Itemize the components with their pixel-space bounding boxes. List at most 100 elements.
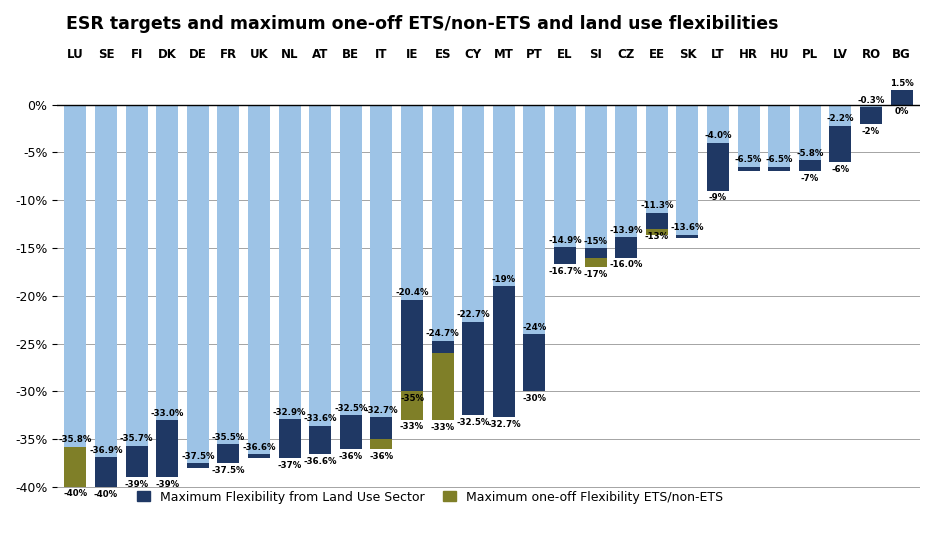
Text: -35%: -35% [400,394,424,403]
Bar [309,105,331,426]
Text: -40%: -40% [94,490,118,499]
Text: -32.5%: -32.5% [456,418,490,427]
Text: -2%: -2% [862,126,880,136]
Bar [676,105,698,234]
Bar [370,439,393,449]
Bar [370,105,393,417]
Text: -5.8%: -5.8% [797,149,824,158]
Text: -6.5%: -6.5% [735,155,762,164]
Text: -33%: -33% [400,422,424,432]
Text: -17%: -17% [583,270,608,279]
Bar [493,105,515,286]
Bar [769,105,790,167]
Text: -6%: -6% [831,165,850,174]
Bar [524,105,545,334]
Text: ESR targets and maximum one-off ETS/non-ETS and land use flexibilities: ESR targets and maximum one-off ETS/non-… [65,15,778,33]
Text: -32.5%: -32.5% [334,404,367,413]
Bar [218,444,239,463]
Bar [248,105,270,455]
Bar [462,322,484,415]
Text: -32.9%: -32.9% [273,408,307,417]
Text: -9%: -9% [709,193,727,202]
Text: -24.7%: -24.7% [425,329,459,338]
Bar [646,213,668,229]
Bar [248,455,270,458]
Bar [615,105,638,238]
Bar [279,419,301,458]
Text: -16.0%: -16.0% [610,261,643,269]
Bar [554,247,576,264]
Text: -22.7%: -22.7% [456,310,490,319]
Text: -35.7%: -35.7% [120,434,153,444]
Bar [891,90,913,105]
Bar [554,105,576,247]
Text: -36.6%: -36.6% [304,457,337,467]
Bar [218,105,239,444]
Text: -19%: -19% [492,275,516,284]
Text: -13.6%: -13.6% [670,223,704,232]
Text: -0.3%: -0.3% [857,96,885,105]
Text: -4.0%: -4.0% [704,131,732,141]
Bar [95,457,117,487]
Bar [493,286,515,417]
Text: -13.9%: -13.9% [610,226,643,235]
Bar [187,463,209,468]
Bar [829,125,852,162]
Bar [432,353,453,420]
Text: -37.5%: -37.5% [211,466,245,475]
Bar [309,426,331,455]
Text: -39%: -39% [155,480,180,489]
Bar [738,167,759,172]
Bar [125,105,148,446]
Bar [860,105,882,107]
Bar [339,105,362,415]
Bar [584,248,607,267]
Text: -37.5%: -37.5% [181,452,215,461]
Text: -13%: -13% [645,232,669,241]
Bar [615,238,638,257]
Bar [891,90,913,105]
Bar [401,105,423,300]
Bar [95,105,117,457]
Bar [584,257,607,267]
Text: -36.9%: -36.9% [90,446,122,455]
Bar [860,107,882,124]
Bar [401,300,423,391]
Bar [156,420,179,477]
Bar [738,105,759,167]
Bar [798,105,821,160]
Text: -36%: -36% [338,452,363,461]
Bar [524,334,545,391]
Text: -6.5%: -6.5% [766,155,793,164]
Text: -16.7%: -16.7% [548,267,582,276]
Bar [432,105,453,341]
Bar [769,167,790,172]
Bar [462,105,484,322]
Bar [798,160,821,172]
Bar [646,229,668,234]
Text: -11.3%: -11.3% [640,201,673,210]
Text: -37%: -37% [278,461,302,470]
Text: -24%: -24% [523,323,547,331]
Text: -40%: -40% [64,489,88,498]
Text: 0%: 0% [895,107,909,117]
Bar [65,105,86,447]
Text: -7%: -7% [800,174,819,183]
Text: -32.7%: -32.7% [365,406,398,415]
Bar [707,143,729,191]
Text: -30%: -30% [523,394,546,403]
Text: -20.4%: -20.4% [396,288,429,297]
Bar [829,105,852,125]
Text: -36%: -36% [369,452,394,461]
Bar [370,417,393,449]
Bar [279,105,301,419]
Text: 1.5%: 1.5% [890,79,913,88]
Legend: Maximum Flexibility from Land Use Sector, Maximum one-off Flexibility ETS/non-ET: Maximum Flexibility from Land Use Sector… [133,486,727,508]
Text: -2.2%: -2.2% [827,114,855,123]
Text: -15%: -15% [583,237,608,246]
Text: -14.9%: -14.9% [548,235,582,245]
Bar [707,105,729,143]
Bar [646,105,668,213]
Bar [676,234,698,238]
Text: -33%: -33% [431,423,454,432]
